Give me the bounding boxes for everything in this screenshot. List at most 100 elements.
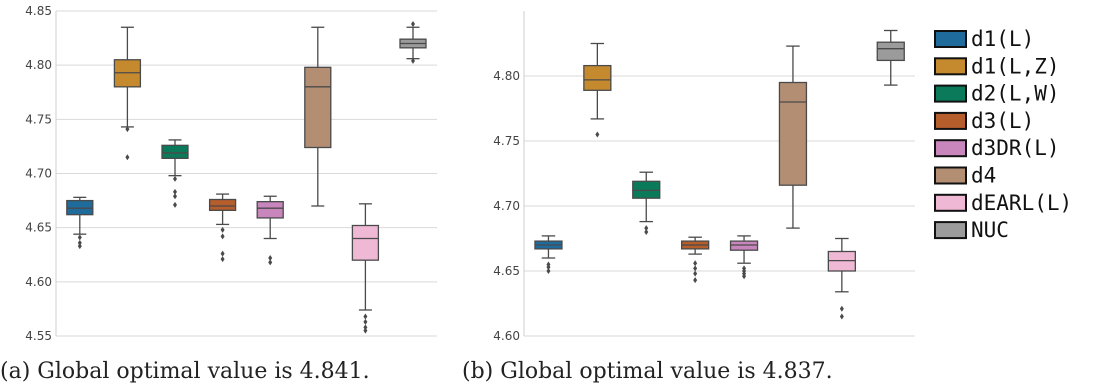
legend-label: d2(L,W) bbox=[971, 82, 1060, 106]
outlier-point bbox=[173, 193, 177, 200]
box-d3(L) bbox=[208, 193, 237, 263]
y-tick-label: 4.65 bbox=[25, 221, 52, 235]
box-d1(L,Z) bbox=[113, 26, 142, 161]
caption-b: (b) Global optimal value is 4.837. bbox=[462, 359, 833, 384]
legend-swatch bbox=[934, 166, 967, 185]
legend-item: d1(L,Z) bbox=[934, 54, 1060, 78]
legend-label: NUC bbox=[971, 218, 1009, 242]
outlier-point bbox=[363, 313, 368, 320]
box-d1(L,Z) bbox=[583, 42, 612, 138]
legend-label: d3(L) bbox=[971, 109, 1034, 133]
outlier-point bbox=[693, 260, 698, 267]
outlier-point bbox=[173, 201, 177, 208]
legend-item: d3(L) bbox=[934, 109, 1034, 133]
box-d1(L) bbox=[534, 235, 563, 274]
outlier-point bbox=[644, 225, 649, 232]
y-tick-label: 4.80 bbox=[493, 69, 520, 83]
outlier-point bbox=[220, 233, 225, 240]
legend-label: d1(L,Z) bbox=[971, 54, 1060, 78]
outlier-point bbox=[268, 255, 273, 261]
box-d4 bbox=[304, 26, 332, 207]
outlier-point bbox=[220, 226, 225, 233]
outlier-point bbox=[363, 327, 368, 334]
outlier-point bbox=[546, 264, 551, 271]
outlier-point bbox=[839, 313, 844, 320]
outlier-point bbox=[693, 265, 698, 272]
outlier-point bbox=[644, 229, 649, 235]
panel-a: 4.55 4.60 4.65 4.70 4.75 4.80 4.85 bbox=[25, 4, 437, 343]
box-d3(L) bbox=[681, 236, 710, 284]
outlier-point bbox=[125, 154, 130, 161]
outlier-point bbox=[839, 305, 844, 312]
legend-swatch bbox=[934, 221, 967, 240]
legend-item: d4 bbox=[934, 164, 996, 188]
legend-swatch bbox=[934, 84, 967, 103]
panel-b: 4.60 4.65 4.70 4.75 4.80 bbox=[493, 11, 915, 343]
box-iqr bbox=[351, 224, 380, 261]
outlier-point bbox=[595, 131, 600, 138]
outlier-point bbox=[125, 126, 130, 133]
box-iqr bbox=[876, 41, 905, 62]
outlier-point bbox=[742, 273, 747, 280]
box-d2(L,W) bbox=[632, 171, 661, 235]
legend-item: d2(L,W) bbox=[934, 82, 1060, 106]
legend-label: dEARL(L) bbox=[971, 191, 1072, 215]
outlier-point bbox=[363, 324, 368, 331]
box-NUC bbox=[876, 29, 905, 86]
outlier-point bbox=[411, 21, 415, 27]
legend-swatch bbox=[934, 193, 967, 212]
box-iqr bbox=[583, 64, 612, 91]
box-iqr bbox=[304, 66, 332, 149]
y-tick-label: 4.75 bbox=[493, 134, 520, 148]
box-dEARL(L) bbox=[827, 237, 856, 320]
box-d4 bbox=[778, 45, 808, 229]
y-tick-label: 4.85 bbox=[25, 4, 52, 18]
box-iqr bbox=[256, 201, 284, 219]
box-d3DR(L) bbox=[256, 195, 284, 266]
y-tick-label: 4.80 bbox=[25, 58, 52, 72]
outlier-point bbox=[363, 318, 368, 325]
y-tick-label: 4.70 bbox=[25, 167, 52, 181]
y-tick-label: 4.70 bbox=[493, 199, 520, 213]
y-tick-label: 4.65 bbox=[493, 264, 520, 278]
legend-swatch bbox=[934, 30, 967, 48]
legend-item: dEARL(L) bbox=[934, 191, 1072, 215]
y-tick-label: 4.55 bbox=[25, 329, 52, 343]
outlier-point bbox=[77, 243, 82, 250]
legend-swatch bbox=[934, 57, 967, 76]
box-iqr bbox=[208, 198, 237, 211]
legend-label: d1(L) bbox=[971, 27, 1034, 51]
legend-item: d3DR(L) bbox=[934, 136, 1060, 160]
box-d1(L) bbox=[66, 196, 94, 250]
legend-label: d4 bbox=[971, 164, 996, 188]
outlier-point bbox=[173, 188, 177, 195]
legend-swatch bbox=[934, 139, 967, 158]
outlier-point bbox=[693, 270, 698, 277]
y-tick-label: 4.60 bbox=[493, 329, 520, 343]
box-iqr bbox=[161, 144, 189, 159]
caption-a: (a) Global optimal value is 4.841. bbox=[0, 359, 370, 384]
box-dEARL(L) bbox=[351, 203, 380, 334]
legend-item: d1(L) bbox=[934, 27, 1034, 51]
outlier-point bbox=[411, 57, 415, 64]
box-d2(L,W) bbox=[161, 139, 189, 208]
box-d3DR(L) bbox=[729, 235, 759, 280]
y-tick-label: 4.75 bbox=[25, 112, 52, 126]
box-NUC bbox=[399, 21, 427, 64]
legend-swatch bbox=[934, 111, 967, 130]
outlier-point bbox=[77, 234, 82, 241]
outlier-point bbox=[268, 259, 273, 266]
outlier-point bbox=[546, 268, 551, 274]
box-iqr bbox=[778, 81, 808, 186]
outlier-point bbox=[173, 175, 177, 182]
legend-item: NUC bbox=[934, 218, 1009, 242]
outlier-point bbox=[220, 250, 225, 257]
y-tick-label: 4.60 bbox=[25, 275, 52, 289]
outlier-point bbox=[693, 277, 698, 284]
legend: d1(L) d1(L,Z) d2(L,W) d3(L) d3DR(L) d4 dEARL(L… bbox=[934, 27, 1072, 242]
outlier-point bbox=[220, 256, 225, 263]
box-iqr bbox=[729, 240, 759, 251]
outlier-point bbox=[77, 239, 82, 246]
legend-label: d3DR(L) bbox=[971, 136, 1060, 160]
